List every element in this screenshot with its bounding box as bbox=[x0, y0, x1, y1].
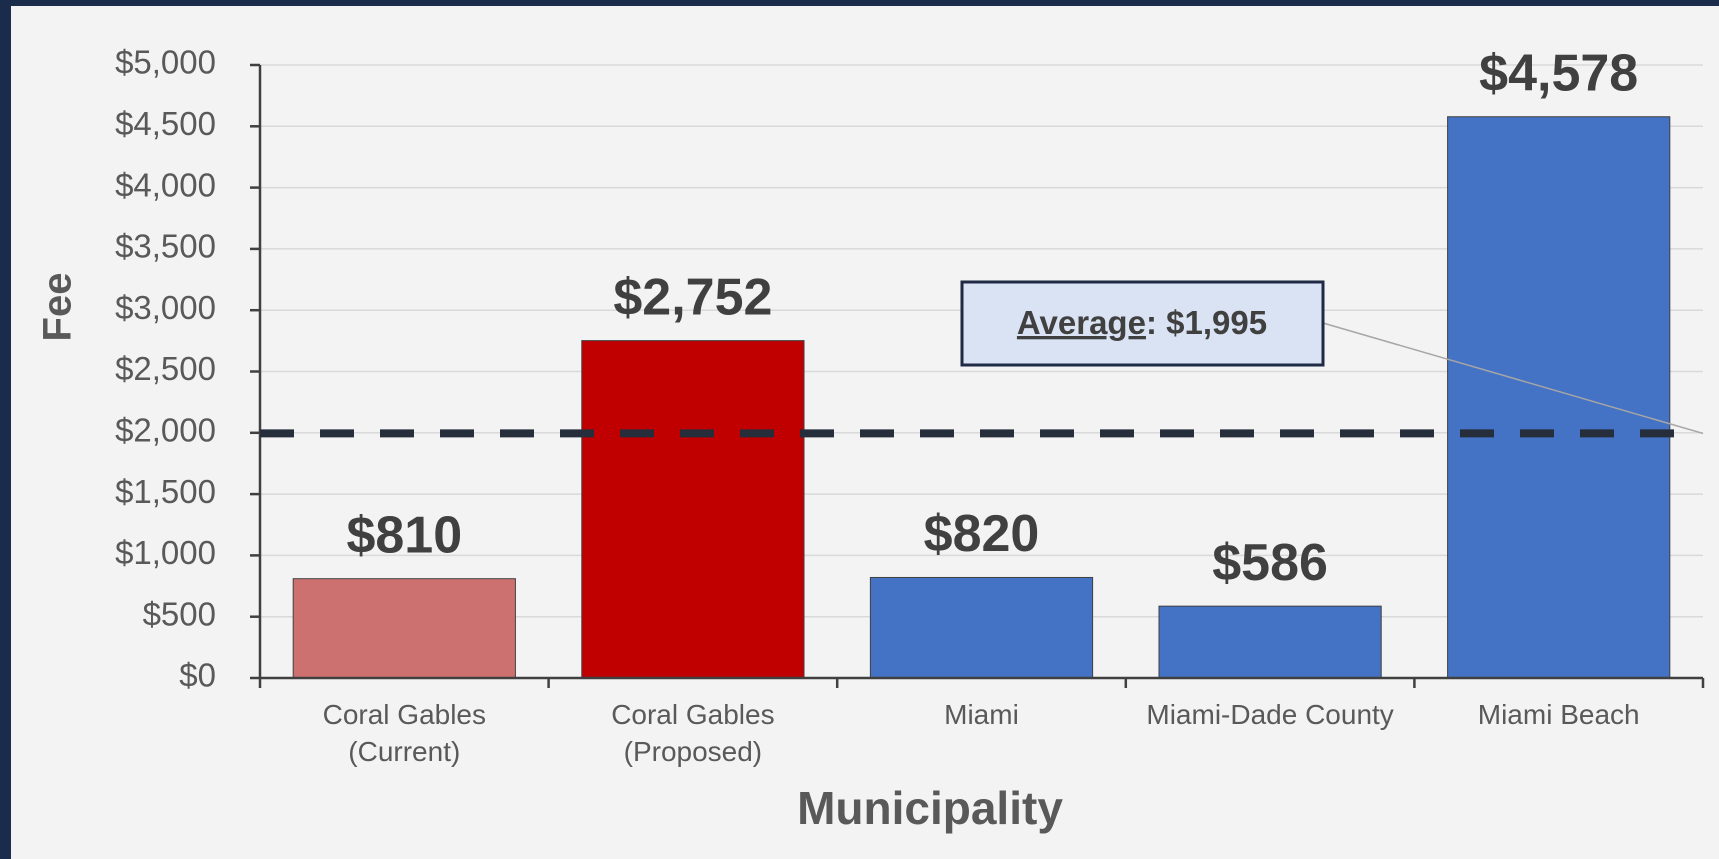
value-label: $810 bbox=[346, 506, 462, 564]
bar bbox=[1447, 116, 1671, 679]
y-tick-label: $3,000 bbox=[115, 289, 216, 326]
y-axis-title: Fee bbox=[36, 273, 80, 342]
callout-text: Average: $1,995 bbox=[1017, 304, 1267, 341]
y-tick-label: $3,500 bbox=[115, 228, 216, 265]
x-tick-label: Coral Gables (Proposed) bbox=[611, 699, 775, 767]
value-label: $2,752 bbox=[613, 268, 772, 326]
value-label: $586 bbox=[1212, 534, 1328, 592]
y-tick-label: $4,000 bbox=[115, 166, 216, 203]
callout-separator: : bbox=[1146, 304, 1166, 341]
bar bbox=[292, 578, 516, 679]
callout-box bbox=[960, 280, 1325, 367]
x-tick-label: Miami Beach bbox=[1477, 699, 1640, 730]
y-tick-label: $1,500 bbox=[115, 473, 216, 510]
y-tick-label: $5,000 bbox=[115, 44, 216, 81]
x-tick-label: Miami bbox=[944, 699, 1019, 730]
bar bbox=[581, 340, 805, 679]
y-tick-label: $2,500 bbox=[115, 350, 216, 387]
y-tick-label: $0 bbox=[179, 657, 216, 694]
x-tick-label: Miami-Dade County bbox=[1146, 699, 1394, 730]
value-label: $4,578 bbox=[1479, 44, 1638, 102]
callout-leader bbox=[1322, 322, 1704, 435]
y-tick-label: $2,000 bbox=[115, 412, 216, 449]
bar bbox=[869, 576, 1094, 679]
y-tick-label: $500 bbox=[143, 595, 216, 632]
value-label: $820 bbox=[924, 505, 1040, 563]
y-tick-label: $1,000 bbox=[115, 534, 216, 571]
callout-value: $1,995 bbox=[1166, 304, 1267, 341]
x-axis-title: Municipality bbox=[797, 782, 1063, 834]
x-tick-label: Coral Gables (Current) bbox=[322, 699, 486, 767]
bar bbox=[1158, 605, 1382, 679]
y-tick-label: $4,500 bbox=[115, 105, 216, 142]
callout-name: Average bbox=[1017, 304, 1146, 341]
